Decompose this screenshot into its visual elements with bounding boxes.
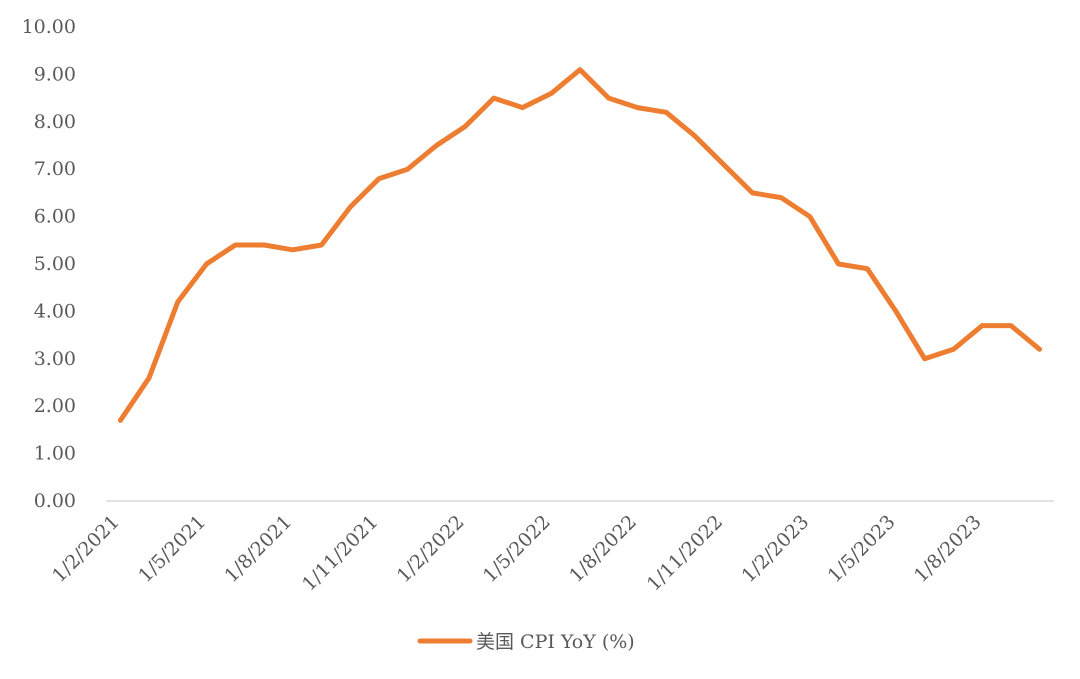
y-tick-label: 1.00 xyxy=(34,443,76,465)
y-tick-label: 3.00 xyxy=(34,348,76,370)
x-tick-label: 1/8/2022 xyxy=(565,511,641,587)
series-group xyxy=(117,67,1043,423)
y-tick-label: 0.00 xyxy=(34,490,76,512)
x-tick-label: 1/5/2021 xyxy=(134,511,210,587)
y-tick-label: 8.00 xyxy=(34,111,76,133)
legend-label: 美国 CPI YoY (%) xyxy=(476,631,635,653)
x-tick-label: 1/8/2021 xyxy=(220,511,296,587)
x-tick-label: 1/2/2021 xyxy=(48,511,124,587)
y-tick-label: 5.00 xyxy=(34,253,76,275)
x-tick-label: 1/5/2023 xyxy=(824,511,900,587)
legend: 美国 CPI YoY (%) xyxy=(417,631,635,653)
y-tick-label: 2.00 xyxy=(34,395,76,417)
y-tick-label: 10.00 xyxy=(22,16,76,38)
y-tick-label: 7.00 xyxy=(34,158,76,180)
x-tick-label: 1/2/2022 xyxy=(393,511,469,587)
x-tick-label: 1/2/2023 xyxy=(737,511,813,587)
series-line xyxy=(117,67,1043,423)
y-axis-ticks: 0.00 1.00 2.00 3.00 4.00 5.00 6.00 7.00 8.00 9.00… xyxy=(22,16,76,512)
x-axis-ticks: 1/2/2021 1/5/2021 1/8/2021 1/11/2021 1/2/202… xyxy=(48,511,986,595)
x-tick-label: 1/8/2023 xyxy=(910,511,986,587)
y-tick-label: 6.00 xyxy=(34,206,76,228)
x-tick-label: 1/11/2022 xyxy=(643,511,727,595)
y-tick-label: 9.00 xyxy=(34,63,76,85)
x-tick-label: 1/11/2021 xyxy=(298,511,382,595)
x-tick-label: 1/5/2022 xyxy=(479,511,555,587)
y-tick-label: 4.00 xyxy=(34,300,76,322)
